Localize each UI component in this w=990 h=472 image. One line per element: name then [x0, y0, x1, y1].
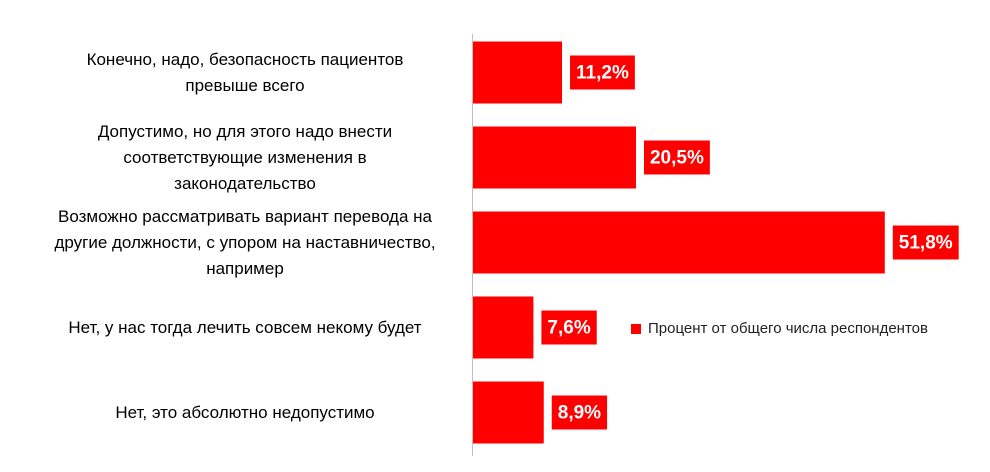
value-label: 7,6%	[547, 318, 590, 339]
bar	[473, 381, 544, 444]
value-label-box	[892, 225, 959, 260]
value-label: 8,9%	[558, 403, 601, 424]
category-label: Нет, это абсолютно недопустимо	[115, 402, 375, 422]
bar	[473, 296, 534, 359]
bar	[473, 211, 885, 274]
value-label-group: 8,9%	[551, 395, 608, 430]
legend-swatch	[631, 324, 641, 334]
category-label: Нет, у нас тогда лечить совсем некому бу…	[68, 317, 422, 337]
value-label: 51,8%	[899, 233, 953, 254]
bar	[473, 41, 563, 104]
value-label-box	[643, 140, 710, 175]
value-label-group: 7,6%	[541, 310, 597, 345]
category-label: Допустимо, но для этого надо внести соот…	[97, 121, 393, 193]
value-label-box	[541, 310, 597, 345]
category-label: Конечно, надо, безопасность пациентов пр…	[86, 49, 404, 95]
value-label: 20,5%	[650, 148, 704, 169]
value-label-group: 51,8%	[892, 225, 959, 260]
value-label-box	[570, 55, 635, 90]
value-label-box	[551, 395, 608, 430]
category-label: Возможно рассматривать вариант перевода …	[54, 206, 436, 278]
value-label-group: 20,5%	[643, 140, 710, 175]
legend-label: Процент от общего числа респондентов	[648, 320, 928, 337]
bar	[473, 126, 636, 189]
value-label-group: 11,2%	[570, 55, 635, 90]
value-label: 11,2%	[576, 63, 629, 84]
